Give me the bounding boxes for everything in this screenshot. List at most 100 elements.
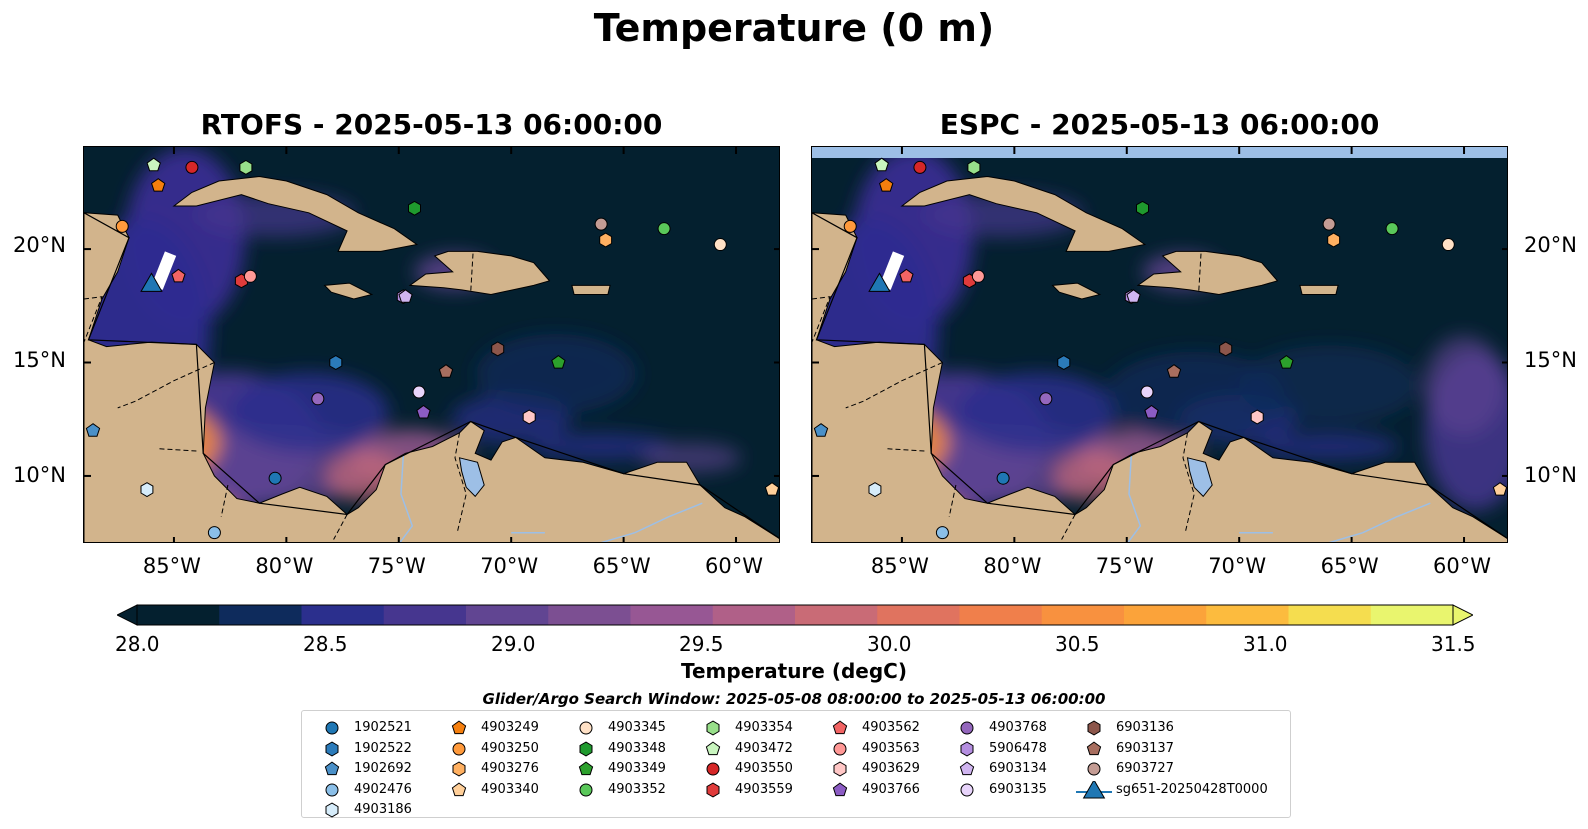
platform-marker-4903348[interactable] <box>408 200 421 216</box>
platform-marker-4903550[interactable] <box>913 160 927 174</box>
legend-marker[interactable] <box>324 761 340 776</box>
legend-marker[interactable] <box>1082 780 1106 798</box>
map-panel-espc[interactable] <box>811 146 1508 543</box>
legend-item: 4903348 <box>566 740 686 758</box>
platform-marker-6903136[interactable] <box>1219 341 1233 357</box>
legend-marker[interactable] <box>578 761 594 776</box>
legend-marker[interactable] <box>706 762 720 776</box>
platform-marker-6903134[interactable] <box>398 289 413 303</box>
legend: 1902521 1902522 1902692 4902476 4903186 49032… <box>301 710 1291 818</box>
legend-marker[interactable] <box>1086 740 1102 755</box>
platform-marker-4903768[interactable] <box>1039 392 1053 406</box>
legend-label: sg651-20250428T0000 <box>1116 781 1268 797</box>
platform-marker-4903340[interactable] <box>1492 482 1507 496</box>
platform-marker-6903136[interactable] <box>491 341 505 357</box>
platform-marker-6903135[interactable] <box>1140 385 1154 399</box>
platform-marker-4903348[interactable] <box>1136 200 1149 216</box>
legend-marker[interactable] <box>705 740 721 755</box>
platform-marker-6903137[interactable] <box>1166 364 1182 378</box>
legend-marker[interactable] <box>325 741 339 756</box>
legend-marker[interactable] <box>959 761 975 776</box>
platform-marker-4903354[interactable] <box>967 159 981 175</box>
platform-marker-4903766[interactable] <box>1144 404 1159 419</box>
legend-marker[interactable] <box>1087 720 1101 736</box>
platform-marker-4903766[interactable] <box>416 404 431 419</box>
platform-marker-4903550[interactable] <box>185 160 199 174</box>
legend-marker[interactable] <box>706 720 720 736</box>
legend-marker[interactable] <box>451 781 467 796</box>
platform-marker-4903249[interactable] <box>151 178 166 192</box>
legend-marker[interactable] <box>960 721 974 735</box>
platform-marker-4903562[interactable] <box>171 268 186 283</box>
platform-marker-1902521[interactable] <box>268 471 282 485</box>
platform-marker-4903249[interactable] <box>879 178 894 192</box>
platform-marker-4903352[interactable] <box>657 222 671 236</box>
platform-marker-6903135[interactable] <box>412 385 426 399</box>
legend-label: 4903354 <box>735 720 793 735</box>
legend-marker[interactable] <box>325 783 339 796</box>
legend-marker[interactable] <box>579 721 593 735</box>
platform-marker-sg651-20250428T0000[interactable] <box>140 272 163 292</box>
platform-marker-4903276[interactable] <box>1327 232 1341 248</box>
figure-title: Temperature (0 m) <box>593 6 995 50</box>
colorbar-segment <box>877 605 961 625</box>
legend-marker[interactable] <box>960 741 974 756</box>
platform-marker-4903345[interactable] <box>1441 238 1455 252</box>
platform-marker-6903727[interactable] <box>594 217 608 231</box>
platform-marker-4903563[interactable] <box>971 269 985 283</box>
platform-marker-4903345[interactable] <box>713 238 727 252</box>
legend-marker[interactable] <box>452 742 466 755</box>
legend-marker[interactable] <box>452 761 466 777</box>
platform-marker-4902476[interactable] <box>207 526 221 540</box>
platform-marker-4903186[interactable] <box>868 482 882 498</box>
platform-marker-4903276[interactable] <box>599 232 613 248</box>
platform-marker-4903472[interactable] <box>874 157 889 172</box>
legend-marker[interactable] <box>325 802 339 818</box>
platform-marker-4903563[interactable] <box>243 269 257 283</box>
platform-marker-4903629[interactable] <box>1250 409 1264 425</box>
platform-marker-4903349[interactable] <box>1279 354 1294 369</box>
colorbar-segment <box>301 605 385 625</box>
platform-marker-1902522[interactable] <box>329 355 343 370</box>
platform-marker-4903562[interactable] <box>899 268 914 283</box>
platform-marker-4902476[interactable] <box>935 526 949 540</box>
platform-marker-4903352[interactable] <box>1385 222 1399 236</box>
legend-label: 4903629 <box>862 761 920 776</box>
colorbar-segment <box>383 605 467 625</box>
legend-label: 4903352 <box>608 781 666 797</box>
platform-marker-4903186[interactable] <box>140 482 154 498</box>
platform-marker-1902522[interactable] <box>1057 355 1071 370</box>
legend-marker[interactable] <box>833 742 847 755</box>
legend-marker[interactable] <box>579 783 593 796</box>
platform-marker-4903354[interactable] <box>239 159 253 175</box>
platform-marker-4903340[interactable] <box>764 482 779 496</box>
legend-marker[interactable] <box>832 720 848 735</box>
platform-marker-1902692[interactable] <box>813 423 829 437</box>
legend-marker[interactable] <box>1087 762 1101 776</box>
map-panel-rtofs[interactable] <box>83 146 780 543</box>
platform-marker-4903250[interactable] <box>115 219 129 233</box>
platform-marker-4903472[interactable] <box>146 157 161 172</box>
legend-item: 4903354 <box>693 719 813 737</box>
legend-marker[interactable] <box>960 783 974 796</box>
platform-marker-6903727[interactable] <box>1322 217 1336 231</box>
lon-tick-label: 85°W <box>142 554 201 578</box>
colorbar-segment <box>1124 605 1207 625</box>
platform-marker-1902692[interactable] <box>85 423 101 437</box>
legend-marker[interactable] <box>325 721 339 735</box>
legend-marker[interactable] <box>579 741 593 756</box>
legend-marker[interactable] <box>833 761 847 777</box>
colorbar-tick-label: 31.5 <box>1431 632 1476 656</box>
platform-marker-sg651-20250428T0000[interactable] <box>868 272 891 292</box>
legend-marker[interactable] <box>832 781 848 796</box>
legend-marker[interactable] <box>706 782 720 797</box>
platform-marker-4903629[interactable] <box>522 409 536 425</box>
platform-marker-6903134[interactable] <box>1126 289 1141 303</box>
platform-marker-4903768[interactable] <box>311 392 325 406</box>
platform-marker-6903137[interactable] <box>438 364 454 378</box>
platform-marker-1902521[interactable] <box>996 471 1010 485</box>
platform-marker-4903250[interactable] <box>843 219 857 233</box>
legend-marker[interactable] <box>451 720 467 735</box>
lon-tick-label: 85°W <box>870 554 929 578</box>
platform-marker-4903349[interactable] <box>551 354 566 369</box>
